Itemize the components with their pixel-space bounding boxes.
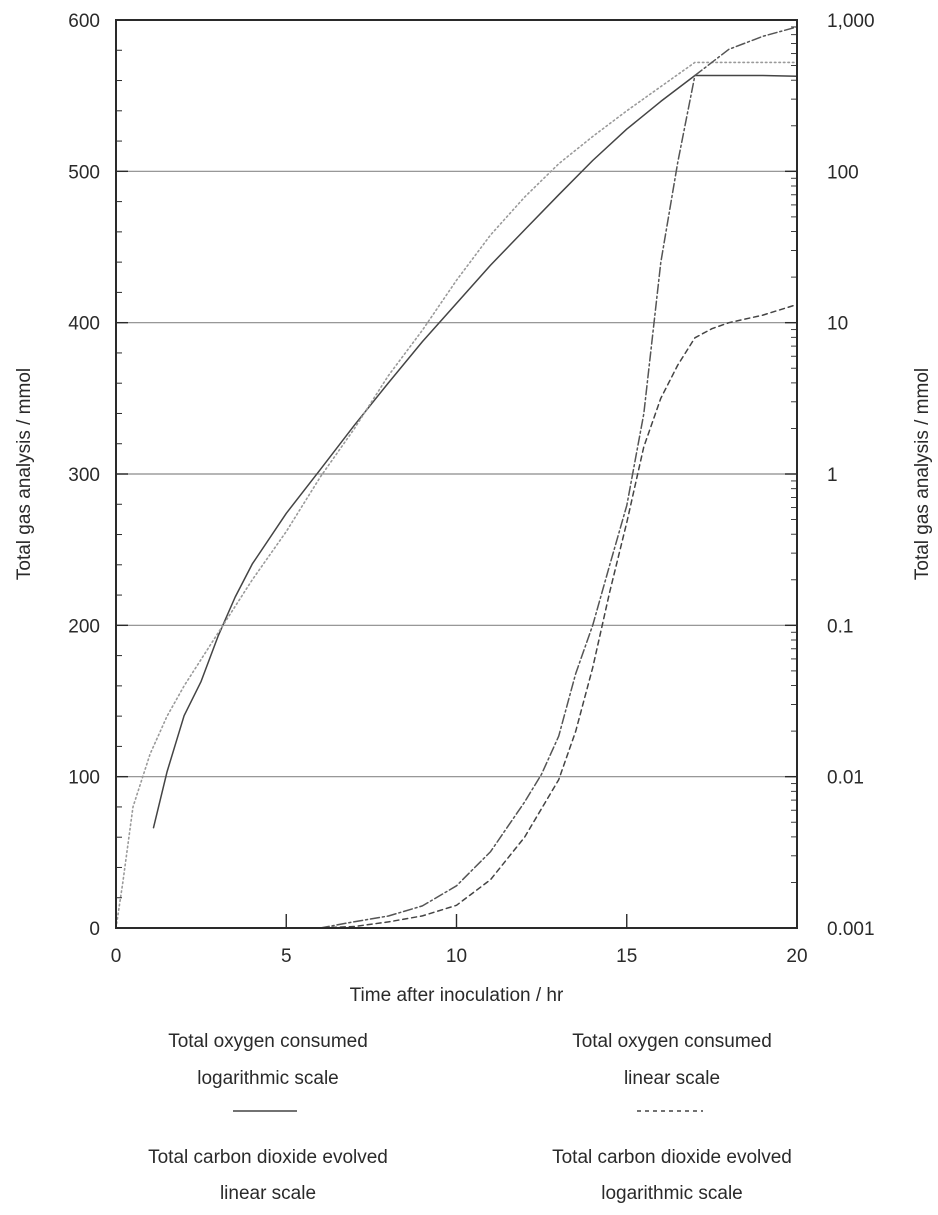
x-tick-label: 15: [616, 946, 637, 967]
series-lines: [115, 26, 798, 929]
y-right-tick-label: 10: [827, 314, 848, 335]
y-left-tick-label: 200: [68, 616, 100, 637]
legend-label-co2-log-line2: logarithmic scale: [601, 1183, 743, 1204]
y-left-tick-label: 100: [68, 768, 100, 789]
legend-label-co2-linear-line1: Total carbon dioxide evolved: [148, 1147, 388, 1168]
x-tick-label: 5: [281, 946, 292, 967]
y-right-tick-label: 0.01: [827, 768, 864, 789]
series-line-4: [285, 26, 798, 929]
y-left-tick-label: 0: [89, 919, 100, 940]
x-tick-label: 10: [446, 946, 467, 967]
y-left-tick-label: 600: [68, 11, 100, 32]
legend-label-o2-linear-line2: linear scale: [624, 1068, 720, 1089]
series-line-1: [152, 74, 798, 829]
legend-label-o2-linear-line1: Total oxygen consumed: [572, 1031, 772, 1052]
legend: Total oxygen consumed logarithmic scale …: [148, 1031, 792, 1204]
legend-label-co2-linear-line2: linear scale: [220, 1183, 316, 1204]
y-left-tick-label: 400: [68, 314, 100, 335]
tick-labels: 01002003004005006000.0010.010.11101001,0…: [68, 11, 874, 967]
series-line-2: [285, 303, 798, 929]
y-axis-right-title: Total gas analysis / mmol: [912, 368, 933, 580]
legend-label-o2-log-line1: Total oxygen consumed: [168, 1031, 368, 1052]
legend-label-o2-log-line2: logarithmic scale: [197, 1068, 339, 1089]
legend-label-co2-log-line1: Total carbon dioxide evolved: [552, 1147, 792, 1168]
x-tick-label: 20: [786, 946, 807, 967]
y-right-tick-label: 0.1: [827, 616, 853, 637]
gridlines: [116, 170, 797, 778]
series-line-3: [115, 61, 798, 929]
y-right-tick-label: 1,000: [827, 11, 875, 32]
y-right-tick-label: 0.001: [827, 919, 875, 940]
axis-ticks: [115, 19, 798, 929]
y-left-tick-label: 500: [68, 162, 100, 183]
x-axis-title: Time after inoculation / hr: [350, 985, 564, 1006]
y-left-tick-label: 300: [68, 465, 100, 486]
y-axis-left-title: Total gas analysis / mmol: [14, 368, 35, 580]
y-right-tick-label: 100: [827, 162, 859, 183]
y-right-tick-label: 1: [827, 465, 838, 486]
x-tick-label: 0: [111, 946, 122, 967]
